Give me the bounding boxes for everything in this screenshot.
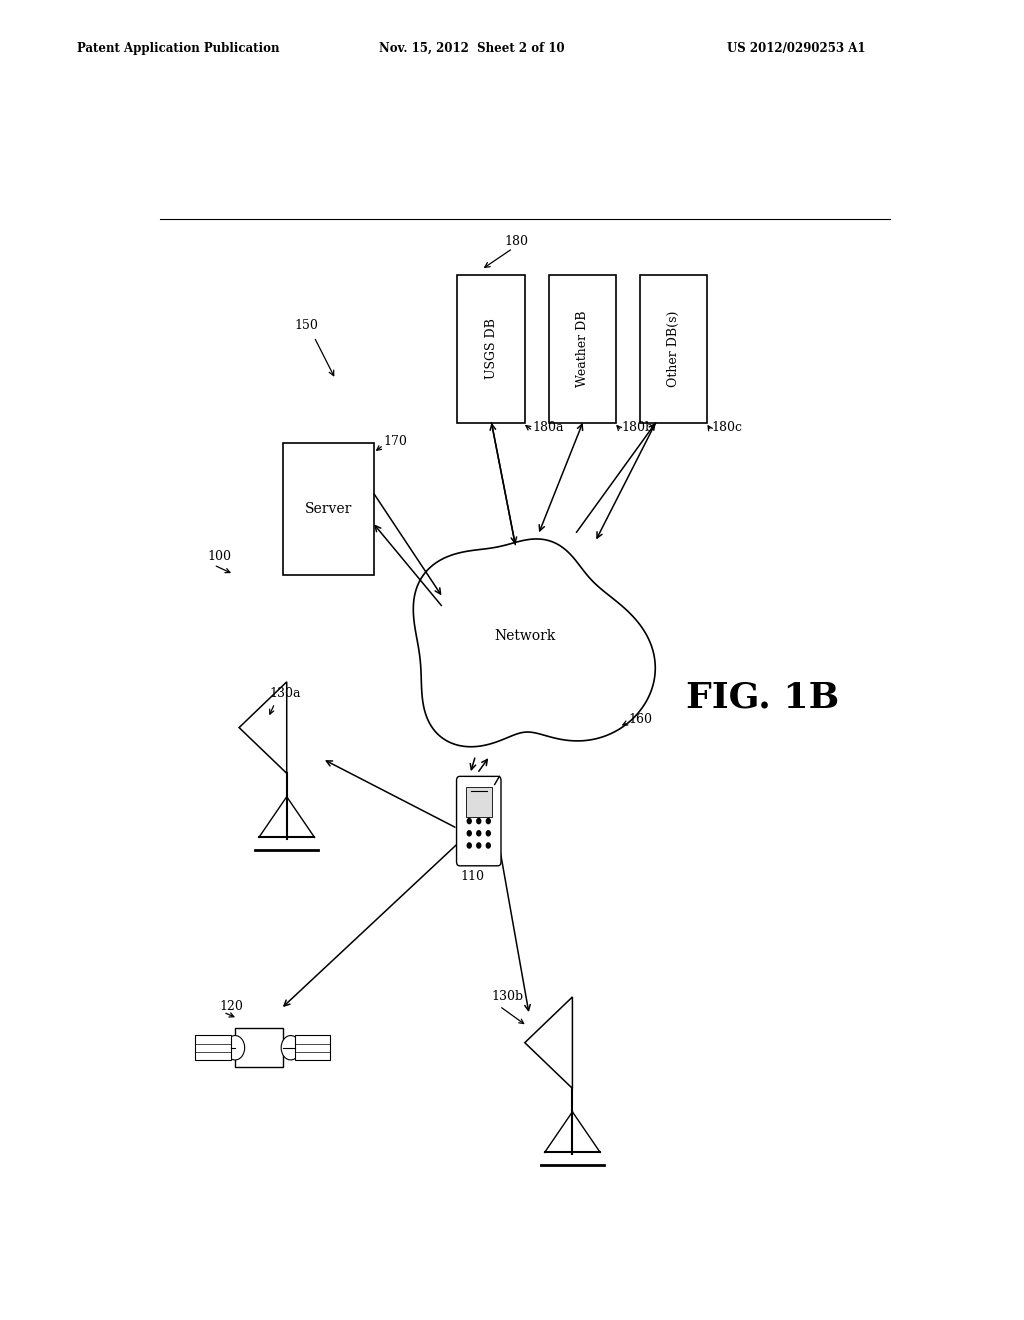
Text: 180: 180 bbox=[505, 235, 528, 248]
Circle shape bbox=[467, 830, 471, 836]
Bar bbox=[549, 276, 616, 422]
Text: 180b: 180b bbox=[622, 421, 653, 434]
Circle shape bbox=[467, 818, 471, 824]
Text: USGS DB: USGS DB bbox=[484, 318, 498, 379]
Circle shape bbox=[477, 830, 480, 836]
Text: Other DB(s): Other DB(s) bbox=[667, 310, 680, 387]
Text: 180c: 180c bbox=[712, 421, 742, 434]
Circle shape bbox=[225, 1036, 245, 1060]
Bar bbox=[236, 1028, 283, 1067]
Circle shape bbox=[486, 818, 490, 824]
Text: 170: 170 bbox=[384, 436, 408, 447]
Circle shape bbox=[486, 830, 490, 836]
Text: US 2012/0290253 A1: US 2012/0290253 A1 bbox=[727, 41, 865, 54]
Text: 150: 150 bbox=[295, 319, 318, 333]
Bar bbox=[458, 276, 524, 422]
Text: Network: Network bbox=[495, 630, 555, 643]
Text: 180a: 180a bbox=[532, 421, 564, 434]
Circle shape bbox=[486, 843, 490, 847]
Bar bbox=[466, 787, 492, 817]
Bar bbox=[295, 1035, 331, 1060]
Text: Nov. 15, 2012  Sheet 2 of 10: Nov. 15, 2012 Sheet 2 of 10 bbox=[379, 41, 564, 54]
Bar bbox=[196, 1035, 231, 1060]
Text: 120: 120 bbox=[219, 1001, 243, 1014]
Text: Weather DB: Weather DB bbox=[575, 310, 589, 387]
Text: 130a: 130a bbox=[269, 688, 301, 700]
Circle shape bbox=[282, 1036, 300, 1060]
Bar bbox=[283, 444, 374, 576]
Circle shape bbox=[477, 843, 480, 847]
Text: Server: Server bbox=[305, 502, 352, 516]
Text: FIG. 1B: FIG. 1B bbox=[686, 680, 840, 714]
Circle shape bbox=[477, 818, 480, 824]
Circle shape bbox=[467, 843, 471, 847]
Polygon shape bbox=[414, 539, 655, 747]
Text: Patent Application Publication: Patent Application Publication bbox=[77, 41, 280, 54]
Text: 100: 100 bbox=[207, 550, 231, 562]
Text: 110: 110 bbox=[461, 870, 484, 883]
Text: 130b: 130b bbox=[492, 990, 523, 1003]
Polygon shape bbox=[524, 997, 572, 1089]
Polygon shape bbox=[240, 682, 287, 774]
Bar bbox=[640, 276, 708, 422]
Text: 160: 160 bbox=[628, 713, 652, 726]
FancyBboxPatch shape bbox=[457, 776, 501, 866]
